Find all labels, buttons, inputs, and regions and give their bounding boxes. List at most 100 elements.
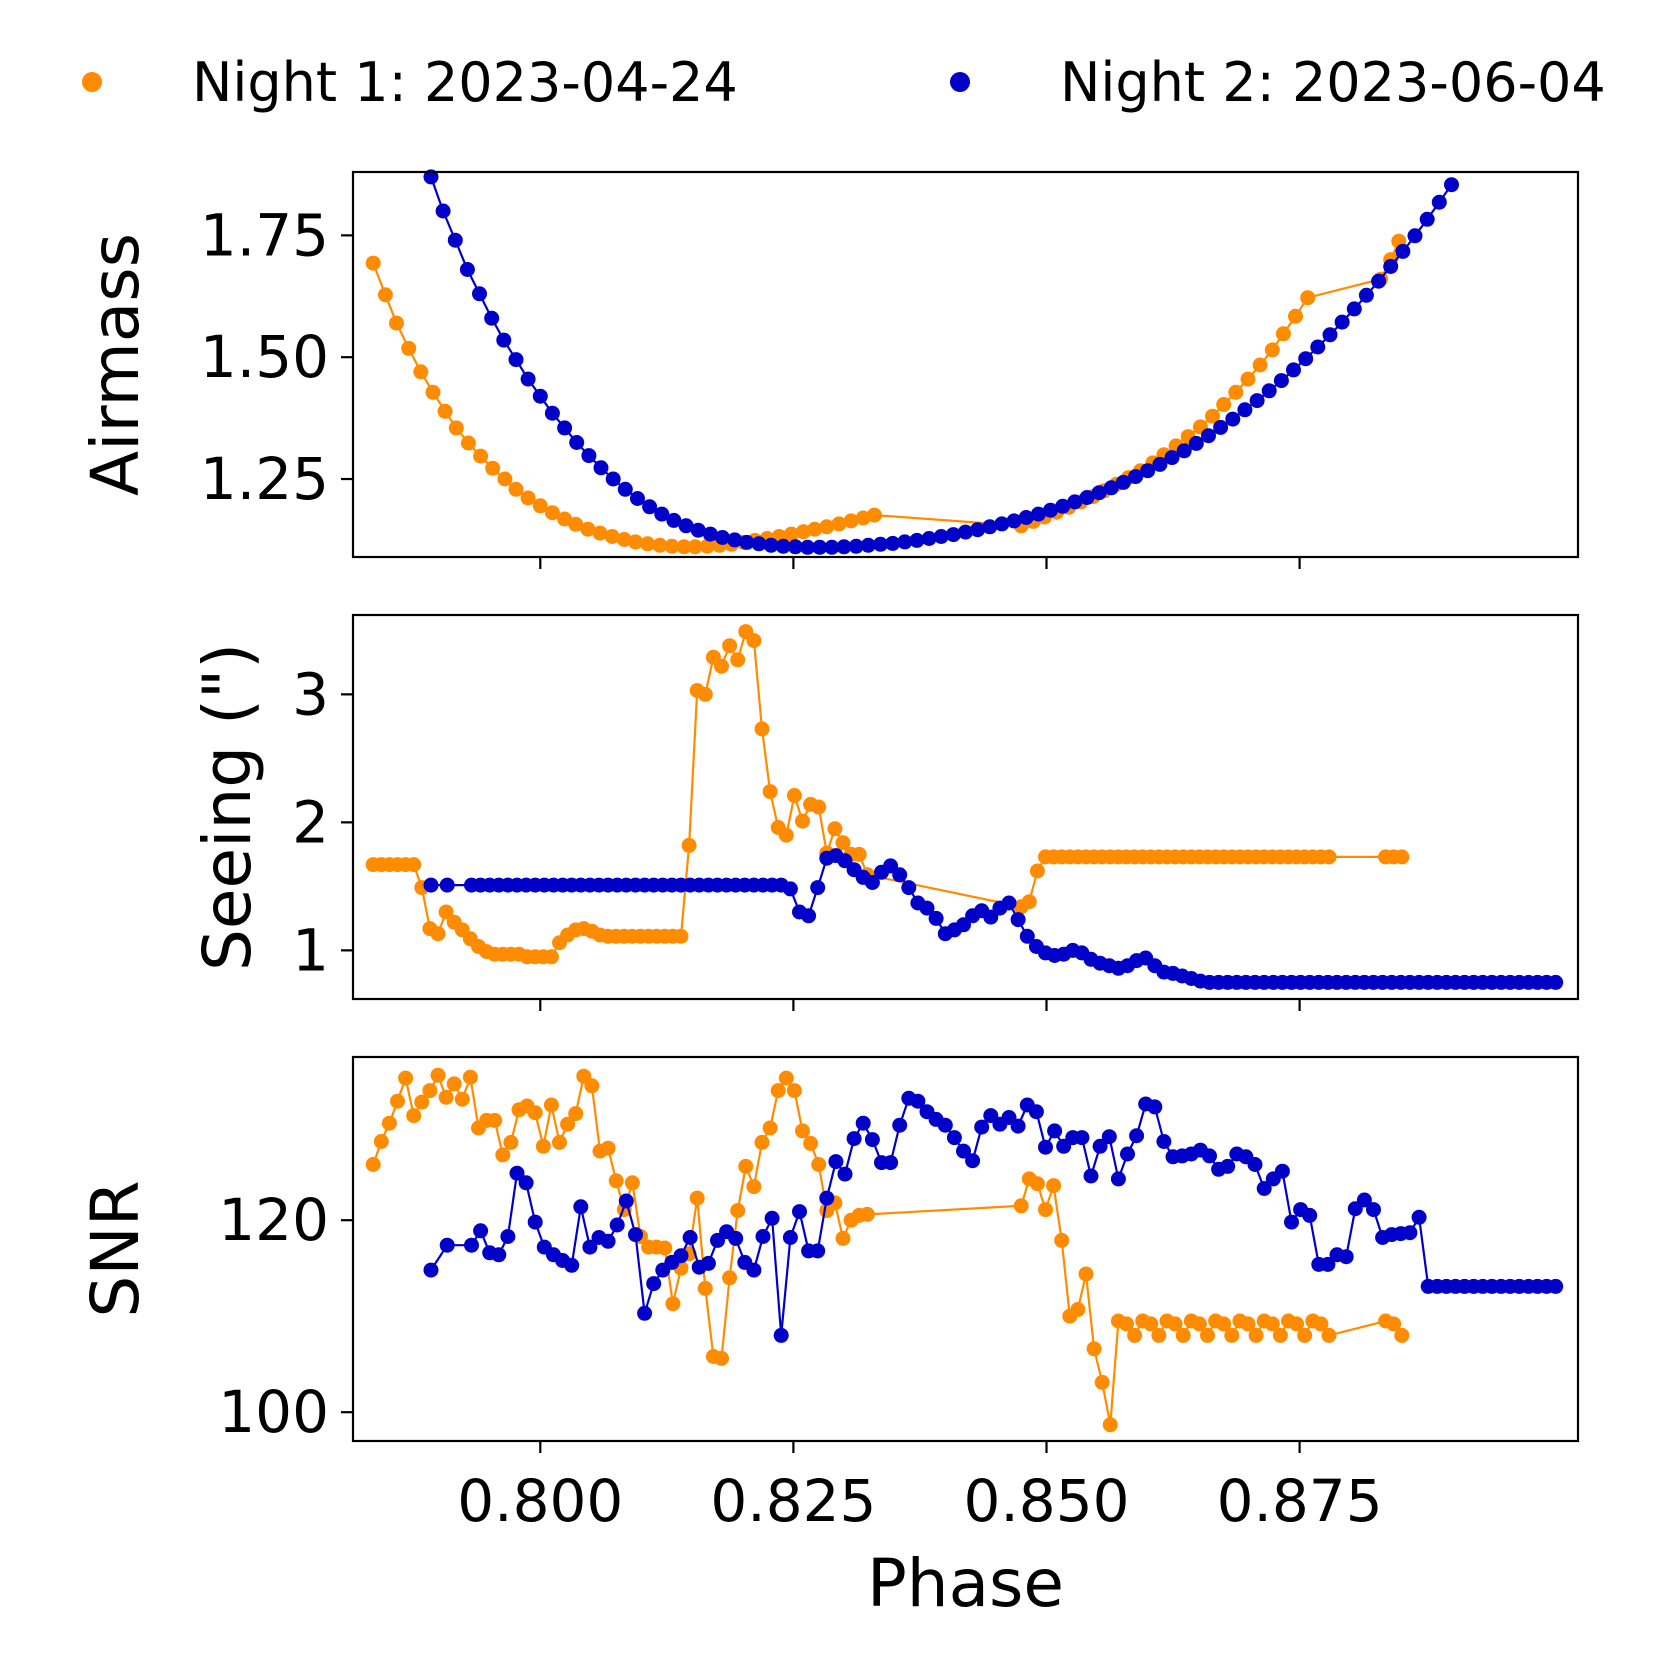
panel3-series2-point — [1101, 1129, 1117, 1145]
panel3-series1-point — [1127, 1327, 1143, 1343]
panel3-series1-point — [1143, 1316, 1159, 1332]
panel2-series2-point — [1010, 912, 1026, 928]
panel1-series2-point — [678, 518, 694, 534]
panel2-axes-frame — [351, 613, 1580, 1001]
panel1-series2-point — [763, 537, 779, 553]
panel1-series1-point — [485, 460, 501, 476]
panel2-series2-point — [864, 875, 880, 890]
panel1-series2-point — [1043, 502, 1058, 518]
panel2-series1-point — [1321, 849, 1337, 865]
panel2-ytick-label: 1 — [292, 916, 329, 984]
panel1-series2-point — [1346, 301, 1362, 317]
panel2-series1-point — [697, 686, 713, 702]
panel3-series2-point — [773, 1327, 789, 1343]
panel1-series2-point — [1431, 194, 1447, 210]
panel3-series1-point — [786, 1083, 802, 1099]
panel1-series2-point — [1079, 490, 1095, 505]
panel3-series2-point — [956, 1143, 971, 1159]
panel3-series1-point — [1046, 1178, 1062, 1194]
panel3-series1-point — [608, 1173, 624, 1189]
panel3-series1-point — [390, 1093, 405, 1109]
panel3-series1-point — [1078, 1266, 1094, 1282]
panel1-series2-point — [1358, 287, 1374, 303]
panel3-series1-point — [1119, 1316, 1134, 1332]
panel3-series1-point — [365, 1157, 381, 1172]
panel3-series2-point — [600, 1233, 616, 1249]
panel3-series2-point — [1010, 1118, 1026, 1134]
panel1-series1-point — [604, 529, 620, 544]
panel3-series1-point — [1224, 1327, 1240, 1343]
panel1-series2-point — [1371, 273, 1387, 289]
panel1-series1-point — [557, 511, 573, 527]
panel3-series1-point — [770, 1083, 786, 1099]
panel1-series2-point — [1176, 443, 1192, 459]
panel2-series1-point — [722, 638, 738, 654]
panel1-series2-line — [429, 176, 1453, 549]
panel1-series2-point — [873, 536, 888, 552]
panel1-series1-point — [676, 539, 692, 555]
legend-night2-label: Night 2: 2023-06-04 — [1060, 50, 1606, 114]
panel2-series2-point — [919, 900, 935, 916]
panel1-series2-point — [557, 420, 573, 436]
panel1-series2-point — [1140, 463, 1156, 479]
panel1-series2-point — [897, 534, 913, 550]
panel1-series2-point — [1237, 402, 1253, 418]
panel3-xtick-label: 0.850 — [963, 1467, 1129, 1535]
panel3-series2-point — [965, 1153, 981, 1169]
panel3-series2-point — [1247, 1157, 1263, 1172]
panel3-series2-point — [637, 1305, 653, 1321]
panel1-series2-point — [812, 539, 828, 555]
panel3-series2-point — [439, 1237, 455, 1253]
panel3-series2-point — [828, 1154, 844, 1170]
panel1-series2-point — [690, 522, 706, 538]
panel1-series2-point — [751, 536, 767, 552]
panel3-series1-point — [722, 1270, 738, 1286]
panel1-series2-point — [921, 531, 937, 546]
panel3-series2-point — [1092, 1138, 1108, 1154]
panel2-series1-point — [430, 926, 446, 942]
panel3-series1-point — [1313, 1316, 1329, 1332]
panel3-series2-point — [564, 1257, 580, 1273]
panel3-series1-point — [1321, 1327, 1337, 1343]
panel3-series2-point — [1274, 1163, 1290, 1179]
panel3-series1-point — [689, 1190, 705, 1206]
panel1-series2-point — [1091, 485, 1107, 501]
panel3-series2-point — [682, 1230, 698, 1245]
panel1-series2-point — [787, 539, 803, 555]
panel1-series1-point — [508, 481, 524, 497]
panel3-series1-point — [624, 1175, 640, 1191]
panel3-series1-point — [430, 1067, 446, 1083]
panel1-series1-point — [413, 364, 429, 380]
panel3-series2-point — [1038, 1139, 1053, 1155]
panel2-series2-point — [810, 880, 826, 896]
panel3-series1-point — [738, 1158, 754, 1174]
panel3-series2-point — [782, 1230, 798, 1245]
panel1-series2-point — [958, 524, 973, 540]
panel3-series2-point — [628, 1227, 643, 1243]
panel1-series2-point — [1128, 469, 1144, 485]
panel3-series2-point — [1411, 1209, 1427, 1225]
panel3-series2-point — [1284, 1214, 1299, 1230]
panel1-series2-point — [994, 516, 1010, 532]
legend-night2: Night 2: 2023-06-04 — [950, 50, 1606, 114]
panel3-series2-point — [500, 1229, 516, 1244]
panel1-series2-point — [666, 512, 682, 528]
legend-night1-label: Night 1: 2023-04-24 — [192, 50, 738, 114]
panel3-series2-point — [423, 1262, 439, 1278]
panel2-series1-point — [762, 784, 778, 800]
panel1-series1-point — [497, 471, 513, 487]
panel1-series1-point — [1205, 408, 1220, 424]
panel1-ytick-label: 1.25 — [200, 445, 329, 513]
panel1-series2-point — [581, 448, 597, 464]
panel3-series1-point — [1264, 1316, 1280, 1332]
panel3-series1-point — [1086, 1341, 1102, 1357]
panel3-series2-point — [937, 1117, 953, 1133]
panel1-series2-point — [1201, 428, 1216, 444]
panel3-xlabel: Phase — [867, 1545, 1064, 1622]
panel3-series2-point — [792, 1204, 807, 1220]
panel3-series1-point — [1013, 1198, 1029, 1214]
panel1-series1-point — [1300, 290, 1316, 306]
panel2-series2-point — [423, 877, 439, 893]
panel3-xtick-label: 0.825 — [710, 1467, 876, 1535]
